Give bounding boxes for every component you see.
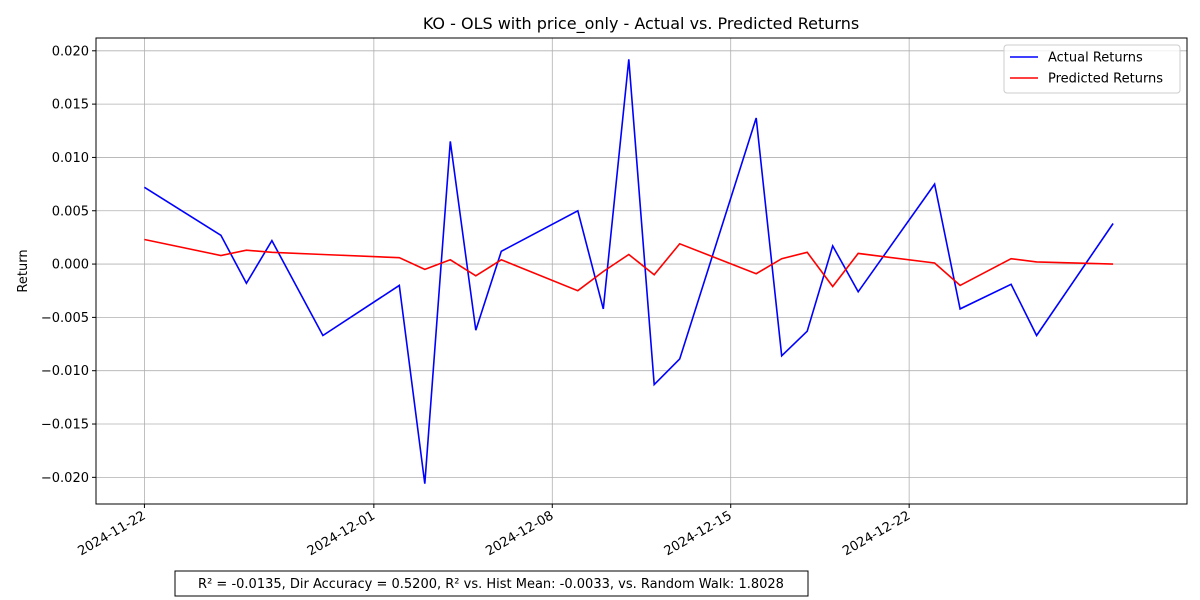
annotation: R² = -0.0135, Dir Accuracy = 0.5200, R² … [198, 577, 784, 592]
y-tick-label: −0.015 [41, 418, 89, 433]
y-axis-label: Return [16, 249, 31, 292]
legend-label: Predicted Returns [1048, 72, 1163, 87]
y-tick-label: 0.015 [52, 98, 89, 113]
data-line [143, 59, 1114, 484]
x-tick-label: 2024-12-22 [840, 508, 913, 559]
y-tick-label: 0.010 [52, 151, 89, 166]
y-tick-label: −0.010 [41, 364, 89, 379]
legend-label: Actual Returns [1048, 51, 1143, 66]
y-tick-label: 0.000 [52, 258, 89, 273]
chart-title: KO - OLS with price_only - Actual vs. Pr… [423, 14, 859, 34]
y-tick-label: 0.005 [52, 204, 89, 219]
y-tick-label: 0.020 [52, 44, 89, 59]
x-tick-label: 2024-12-08 [483, 508, 556, 559]
y-tick-label: −0.020 [41, 471, 89, 486]
x-tick-label: 2024-12-01 [305, 508, 378, 559]
annotation-box [174, 570, 809, 597]
x-tick-label: 2024-11-22 [75, 508, 148, 559]
legend-box [1003, 44, 1181, 94]
x-tick-label: 2024-12-15 [662, 508, 735, 559]
data-line [144, 238, 1114, 292]
plot-frame [95, 37, 1188, 505]
y-tick-label: −0.005 [41, 311, 89, 326]
